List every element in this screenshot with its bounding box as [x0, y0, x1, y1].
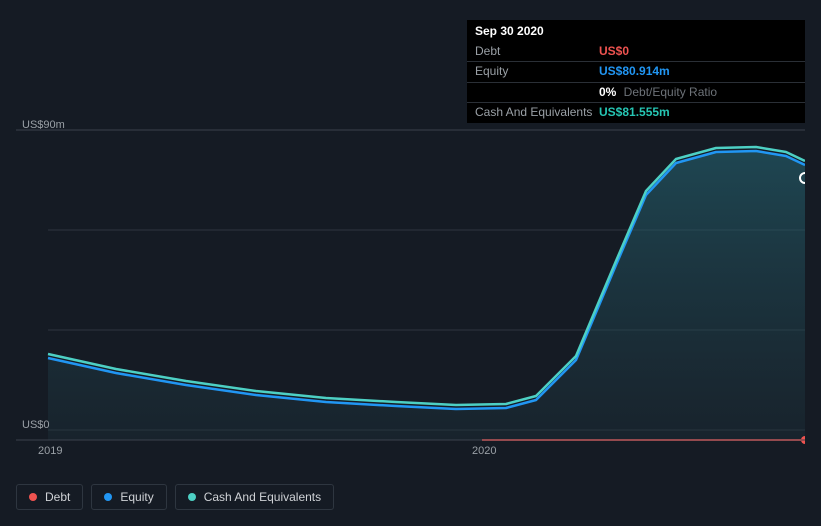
legend-item-equity[interactable]: Equity — [91, 484, 166, 510]
chart-legend: Debt Equity Cash And Equivalents — [16, 484, 334, 510]
legend-label: Debt — [45, 490, 70, 504]
legend-label: Equity — [120, 490, 153, 504]
chart-svg — [16, 120, 805, 460]
tooltip-row-value: US$81.555m — [599, 105, 670, 121]
cash-swatch-icon — [188, 493, 196, 501]
tooltip-row-value: US$80.914m — [599, 64, 670, 80]
tooltip-row: EquityUS$80.914m — [467, 61, 805, 82]
debt-swatch-icon — [29, 493, 37, 501]
x-tick-2020: 2020 — [472, 445, 496, 457]
legend-item-debt[interactable]: Debt — [16, 484, 83, 510]
tooltip-date: Sep 30 2020 — [467, 20, 805, 42]
tooltip-row: DebtUS$0 — [467, 42, 805, 62]
tooltip-row-label: Cash And Equivalents — [475, 105, 599, 121]
y-tick-min: US$0 — [22, 419, 50, 431]
equity-swatch-icon — [104, 493, 112, 501]
chart-tooltip: Sep 30 2020 DebtUS$0EquityUS$80.914m0% D… — [467, 20, 805, 123]
tooltip-row-label — [475, 85, 599, 101]
x-tick-2019: 2019 — [38, 445, 62, 457]
y-tick-max: US$90m — [22, 119, 65, 131]
tooltip-row-label: Debt — [475, 44, 599, 60]
debt-equity-chart: US$90m US$0 2019 2020 — [16, 120, 805, 460]
tooltip-row: 0% Debt/Equity Ratio — [467, 82, 805, 103]
tooltip-row-label: Equity — [475, 64, 599, 80]
legend-label: Cash And Equivalents — [204, 490, 321, 504]
tooltip-row-value: US$0 — [599, 44, 629, 60]
legend-item-cash[interactable]: Cash And Equivalents — [175, 484, 334, 510]
tooltip-ratio: 0% Debt/Equity Ratio — [599, 85, 717, 101]
